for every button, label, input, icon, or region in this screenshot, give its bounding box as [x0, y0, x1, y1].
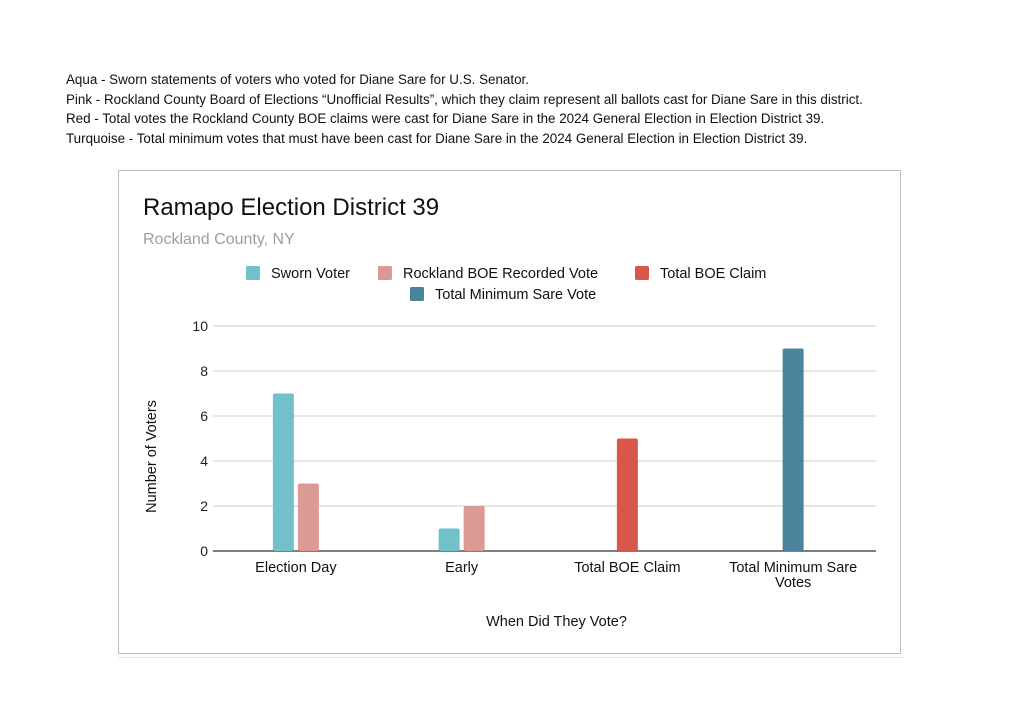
y-axis-title: Number of Voters	[144, 400, 160, 513]
legend-swatch	[410, 287, 424, 301]
note-turquoise: Turquoise - Total minimum votes that mus…	[66, 130, 808, 146]
legend-label: Total BOE Claim	[660, 266, 766, 282]
chart-title: Ramapo Election District 39	[143, 194, 440, 221]
bar-rockland-boe-recorded-vote	[297, 483, 319, 551]
chart-subtitle: Rockland County, NY	[143, 231, 295, 248]
y-tick-label: 8	[200, 363, 208, 379]
bar-sworn-voter	[272, 393, 294, 551]
divider	[118, 657, 903, 658]
x-axis-title: When Did They Vote?	[486, 614, 627, 630]
bar-total-boe-claim	[616, 438, 638, 551]
bar-sworn-voter	[438, 528, 460, 551]
legend-swatch	[378, 266, 392, 280]
bar-rockland-boe-recorded-vote	[463, 506, 485, 551]
legend-label: Sworn Voter	[271, 266, 350, 282]
bar-total-minimum-sare-vote	[782, 348, 804, 551]
legend-label: Rockland BOE Recorded Vote	[403, 266, 598, 282]
y-tick-label: 2	[200, 498, 208, 514]
y-tick-label: 4	[200, 453, 208, 469]
legend-label: Total Minimum Sare Vote	[435, 287, 596, 303]
legend-notes: Aqua - Sworn statements of voters who vo…	[66, 70, 1006, 148]
chart-frame	[118, 170, 901, 654]
x-tick-label: Total BOE Claim	[574, 560, 680, 576]
x-tick-label: Election Day	[255, 560, 337, 576]
x-tick-label: Early	[445, 560, 479, 576]
x-tick-label: Total Minimum Sare	[729, 560, 857, 576]
note-red: Red - Total votes the Rockland County BO…	[66, 111, 825, 126]
note-aqua: Aqua - Sworn statements of voters who vo…	[66, 72, 529, 87]
legend-swatch	[635, 266, 649, 280]
legend-swatch	[246, 266, 260, 280]
y-tick-label: 10	[192, 318, 208, 334]
y-tick-label: 0	[200, 543, 208, 559]
note-pink: Pink - Rockland County Board of Election…	[66, 91, 863, 107]
y-tick-label: 6	[200, 408, 208, 424]
x-tick-label: Votes	[775, 575, 811, 591]
